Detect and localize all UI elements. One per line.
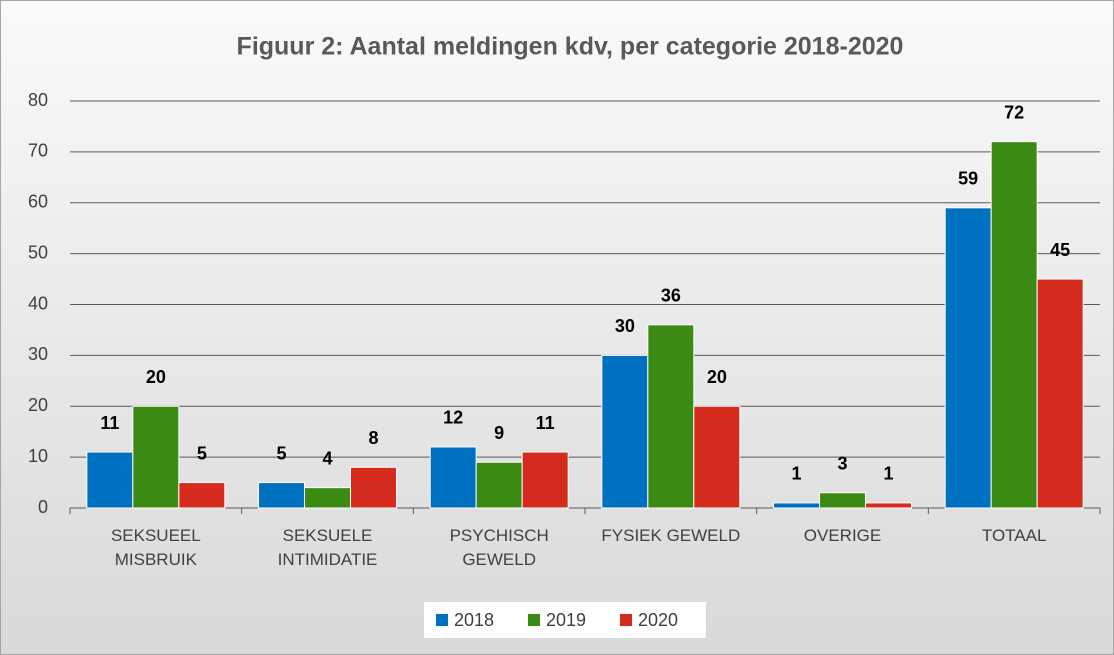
data-label: 3 <box>837 453 847 473</box>
data-label: 11 <box>536 413 555 433</box>
y-tick-label: 0 <box>38 497 48 517</box>
data-label: 59 <box>958 169 978 189</box>
x-tick-label: PSYCHISCH GEWELD <box>449 526 549 569</box>
data-label: 5 <box>276 443 286 463</box>
bar <box>178 482 226 509</box>
bar <box>429 446 477 509</box>
x-tick-label: OVERIGE <box>803 526 882 545</box>
chart-title: Figuur 2: Aantal meldingen kdv, per cate… <box>237 33 904 61</box>
x-tick-label: SEKSUEEL MISBRUIK <box>110 526 201 569</box>
bar <box>601 354 649 509</box>
legend-label: 2020 <box>638 610 678 630</box>
y-tick-label: 20 <box>28 395 48 415</box>
data-label: 72 <box>1004 102 1024 122</box>
bar <box>86 451 134 509</box>
y-tick-label: 40 <box>28 293 48 313</box>
y-tick-label: 10 <box>28 446 48 466</box>
y-tick-label: 60 <box>28 192 48 212</box>
data-label: 1 <box>883 464 893 484</box>
y-tick-label: 30 <box>28 344 48 364</box>
legend-label: 2018 <box>454 610 494 630</box>
data-label: 5 <box>197 443 207 463</box>
bar <box>1036 278 1084 509</box>
bar <box>773 502 820 509</box>
legend-box <box>424 602 706 638</box>
bar <box>865 502 912 509</box>
y-tick-label: 80 <box>28 90 48 110</box>
legend-swatch <box>436 614 448 626</box>
bar <box>132 405 180 509</box>
bar <box>475 461 523 509</box>
data-label: 20 <box>146 367 166 387</box>
bar <box>647 324 695 509</box>
data-label: 1 <box>791 464 801 484</box>
data-label: 36 <box>661 286 681 306</box>
bar <box>819 492 866 509</box>
data-label: 20 <box>707 367 727 387</box>
data-label: 30 <box>615 316 635 336</box>
data-label: 9 <box>494 423 504 443</box>
data-label: 4 <box>322 448 332 468</box>
x-tick-label: SEKSUELE INTIMIDATIE <box>277 526 378 569</box>
bar <box>521 451 569 509</box>
y-tick-label: 50 <box>28 242 48 262</box>
data-label: 11 <box>100 413 119 433</box>
legend-label: 2019 <box>546 610 586 630</box>
x-tick-label: TOTAAL <box>981 526 1047 545</box>
y-tick-label: 70 <box>28 141 48 161</box>
data-label: 45 <box>1050 240 1070 260</box>
bar <box>990 141 1038 509</box>
bar <box>944 207 992 509</box>
bar <box>258 482 305 509</box>
bar <box>304 487 351 509</box>
bar <box>350 466 397 509</box>
data-label: 12 <box>443 408 463 428</box>
x-tick-label: FYSIEK GEWELD <box>601 526 741 545</box>
bar <box>693 405 741 509</box>
legend-swatch <box>620 614 632 626</box>
data-label: 8 <box>368 428 378 448</box>
legend-swatch <box>528 614 540 626</box>
